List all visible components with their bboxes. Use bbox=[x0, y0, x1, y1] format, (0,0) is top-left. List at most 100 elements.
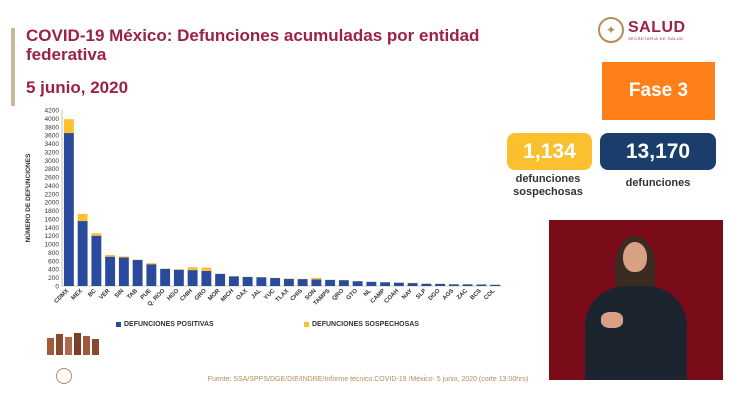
bar-positive bbox=[105, 256, 116, 286]
x-tick-label: TAB bbox=[126, 288, 139, 301]
deaths-by-state-chart: 0 200 400 600 800 1000 1200 1400 1600 1800 2000 220… bbox=[20, 102, 510, 327]
page-title: COVID-19 México: Defunciones acumuladas … bbox=[26, 26, 480, 64]
bar-positive bbox=[283, 278, 294, 286]
legend-label-positive: DEFUNCIONES POSITIVAS bbox=[124, 321, 214, 328]
confirmed-deaths-label: defunciones bbox=[625, 177, 691, 189]
y-tick-label: 3800 bbox=[45, 124, 60, 131]
legend-label-suspected: DEFUNCIONES SOSPECHOSAS bbox=[312, 321, 419, 328]
suspected-deaths-value: 1,134 bbox=[507, 133, 592, 170]
y-tick-label: 2600 bbox=[45, 175, 60, 182]
x-tick-label: GTO bbox=[346, 288, 360, 302]
heroes-artwork-icon bbox=[47, 333, 99, 355]
bar-positive bbox=[352, 281, 363, 286]
x-tick-label: NAY bbox=[401, 288, 414, 301]
bar-positive bbox=[393, 282, 404, 286]
x-tick-label: TLAX bbox=[275, 288, 290, 303]
x-tick-label: CDMX bbox=[54, 288, 71, 305]
confirmed-deaths-value: 13,170 bbox=[600, 133, 716, 170]
legend-item-positive: DEFUNCIONES POSITIVAS bbox=[116, 321, 214, 328]
bar-suspected bbox=[201, 267, 212, 271]
y-tick-label: 4200 bbox=[45, 108, 60, 115]
legend-swatch-suspected bbox=[304, 322, 309, 327]
legend-swatch-positive bbox=[116, 322, 121, 327]
y-tick-label: 3000 bbox=[45, 158, 60, 165]
y-tick-label: 1800 bbox=[45, 208, 60, 215]
y-tick-label: 2400 bbox=[45, 183, 60, 190]
source-note: Fuente: SSA/SPPS/DGE/DIE/INDRE/Informe t… bbox=[207, 376, 529, 383]
report-date: 5 junio, 2020 bbox=[26, 78, 129, 97]
bar-positive bbox=[201, 270, 212, 286]
y-tick-label: 2000 bbox=[45, 200, 60, 207]
x-tick-label: COL bbox=[483, 288, 496, 301]
bar-positive bbox=[270, 278, 281, 286]
y-tick-label: 3200 bbox=[45, 149, 60, 156]
y-tick-label: 2800 bbox=[45, 166, 60, 173]
x-tick-label: GRO bbox=[194, 288, 208, 302]
bar-positive bbox=[338, 280, 349, 286]
interpreter-face bbox=[623, 242, 647, 272]
bar-suspected bbox=[146, 263, 157, 265]
bar-positive bbox=[448, 284, 459, 286]
x-tick-label: JAL bbox=[251, 288, 263, 300]
bar-positive bbox=[380, 282, 391, 286]
x-tick-label: AGS bbox=[442, 288, 455, 301]
y-tick-label: 1200 bbox=[45, 233, 60, 240]
bar-suspected bbox=[91, 233, 102, 236]
x-tick-label: DGO bbox=[428, 288, 442, 302]
logo-name: SALUD bbox=[628, 18, 686, 36]
bar-positive bbox=[215, 273, 226, 286]
x-tick-label: QRO bbox=[331, 288, 345, 302]
x-tick-label: MEX bbox=[71, 288, 84, 301]
title-accent-bar bbox=[11, 28, 15, 106]
x-tick-label: MOR bbox=[207, 288, 222, 303]
bar-positive bbox=[490, 284, 501, 286]
bar-positive bbox=[160, 268, 171, 286]
bar-positive bbox=[311, 279, 322, 286]
x-tick-label: MICH bbox=[220, 288, 235, 303]
x-tick-label: CHIS bbox=[290, 288, 304, 302]
suspected-deaths-label: defunciones sospechosas bbox=[513, 173, 583, 198]
bar-suspected bbox=[105, 254, 116, 257]
y-tick-label: 1400 bbox=[45, 225, 60, 232]
x-tick-label: HGO bbox=[166, 288, 180, 302]
y-tick-label: 800 bbox=[48, 250, 59, 257]
x-tick-label: VER bbox=[99, 288, 112, 301]
y-axis-label: NÚMERO DE DEFUNCIONES bbox=[23, 153, 32, 243]
phase-badge: Fase 3 bbox=[602, 62, 715, 120]
bar-positive bbox=[187, 270, 198, 286]
bar-positive bbox=[256, 277, 267, 286]
bar-positive bbox=[366, 281, 377, 286]
x-tick-label: SLP bbox=[415, 288, 427, 300]
x-tick-label: ZAC bbox=[456, 288, 469, 301]
bar-positive bbox=[228, 276, 239, 286]
interpreter-hand bbox=[601, 312, 623, 328]
x-tick-label: BCS bbox=[470, 288, 483, 301]
x-tick-label: CHIH bbox=[179, 288, 194, 303]
y-tick-label: 400 bbox=[48, 267, 59, 274]
bar-positive bbox=[462, 284, 473, 286]
bar-positive bbox=[63, 133, 74, 286]
y-tick-label: 0 bbox=[55, 284, 59, 291]
interpreter-body bbox=[585, 286, 687, 380]
legend-item-suspected: DEFUNCIONES SOSPECHOSAS bbox=[304, 321, 419, 328]
bar-positive bbox=[132, 260, 143, 286]
bar-suspected bbox=[118, 256, 129, 258]
y-tick-label: 3400 bbox=[45, 141, 60, 148]
y-tick-label: 200 bbox=[48, 275, 59, 282]
y-tick-label: 1000 bbox=[45, 242, 60, 249]
bar-positive bbox=[77, 221, 88, 286]
footer-seal-icon bbox=[56, 368, 72, 384]
salud-logo: ✦ SALUD SECRETARÍA DE SALUD bbox=[598, 17, 686, 43]
y-tick-label: 600 bbox=[48, 258, 59, 265]
bar-positive bbox=[476, 284, 487, 286]
y-tick-label: 1600 bbox=[45, 216, 60, 223]
bar-positive bbox=[407, 283, 418, 286]
bar-positive bbox=[421, 283, 432, 286]
bar-positive bbox=[173, 269, 184, 286]
bar-positive bbox=[435, 283, 446, 286]
x-tick-label: COAH bbox=[384, 288, 401, 305]
x-tick-label: SIN bbox=[114, 288, 125, 299]
bar-positive bbox=[242, 276, 253, 286]
x-tick-label: BC bbox=[87, 288, 98, 299]
